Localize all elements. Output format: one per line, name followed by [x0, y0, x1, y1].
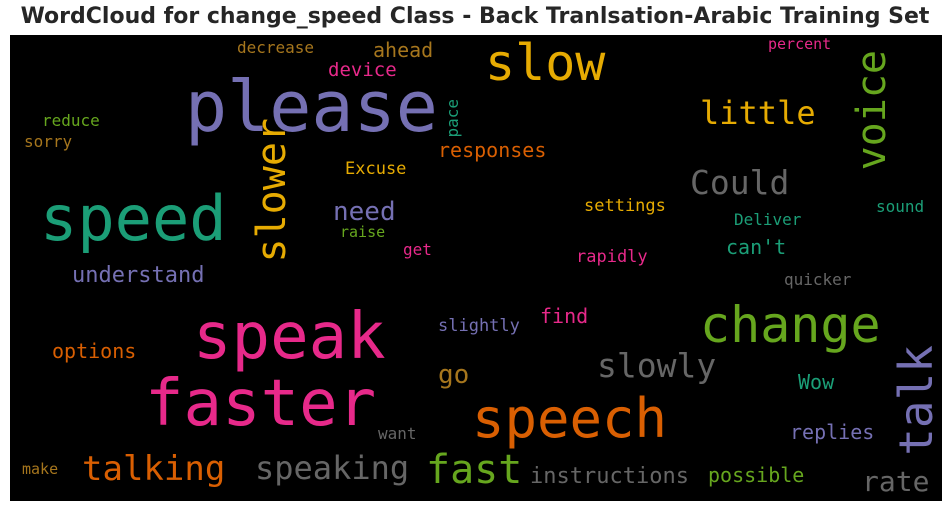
word-speech: speech	[472, 387, 668, 450]
word-could: Could	[690, 163, 790, 202]
word-faster: faster	[145, 367, 377, 441]
word-go: go	[438, 360, 470, 390]
word-please: please	[185, 66, 438, 148]
word-options: options	[52, 339, 137, 363]
word-slow: slow	[485, 35, 606, 92]
word-speak: speak	[193, 300, 386, 374]
word-responses: responses	[438, 138, 547, 162]
word-rapidly: rapidly	[576, 247, 648, 267]
chart-title: WordCloud for change_speed Class - Back …	[20, 4, 930, 29]
word-slowly: slowly	[597, 346, 717, 385]
word-decrease: decrease	[237, 38, 315, 57]
word-pace: pace	[443, 99, 462, 138]
word-sorry: sorry	[24, 132, 73, 151]
word-rate: rate	[862, 465, 930, 498]
word-fast: fast	[426, 447, 523, 493]
word-instructions: instructions	[530, 464, 689, 489]
word-deliver: Deliver	[734, 210, 802, 229]
word-talk: talk	[889, 345, 942, 456]
word-replies: replies	[790, 420, 875, 444]
word-wow: Wow	[798, 370, 835, 394]
word-talking: talking	[82, 449, 226, 489]
word-little: little	[700, 94, 816, 132]
word-device: device	[328, 59, 397, 81]
word-make: make	[22, 460, 59, 478]
word-cloud: please speak faster speed speech change slow sl…	[10, 35, 942, 501]
word-change: change	[700, 296, 881, 354]
word-speed: speed	[40, 182, 227, 255]
word-sound: sound	[876, 197, 925, 216]
word-percent: percent	[768, 35, 832, 53]
word-speaking: speaking	[255, 449, 410, 487]
word-want: want	[378, 424, 417, 443]
word-excuse: Excuse	[345, 159, 407, 179]
word-need: need	[333, 197, 396, 227]
word-can-t: can't	[726, 235, 787, 259]
word-get: get	[403, 240, 432, 259]
word-reduce: reduce	[42, 111, 100, 130]
word-ahead: ahead	[373, 38, 434, 62]
word-find: find	[540, 304, 589, 328]
word-possible: possible	[708, 463, 805, 487]
word-slower: slower	[249, 118, 295, 263]
word-voice: voice	[849, 50, 895, 171]
word-understand: understand	[72, 263, 205, 288]
word-raise: raise	[340, 223, 386, 241]
word-slightly: slightly	[438, 316, 520, 336]
word-settings: settings	[584, 196, 666, 216]
word-quicker: quicker	[784, 270, 852, 289]
